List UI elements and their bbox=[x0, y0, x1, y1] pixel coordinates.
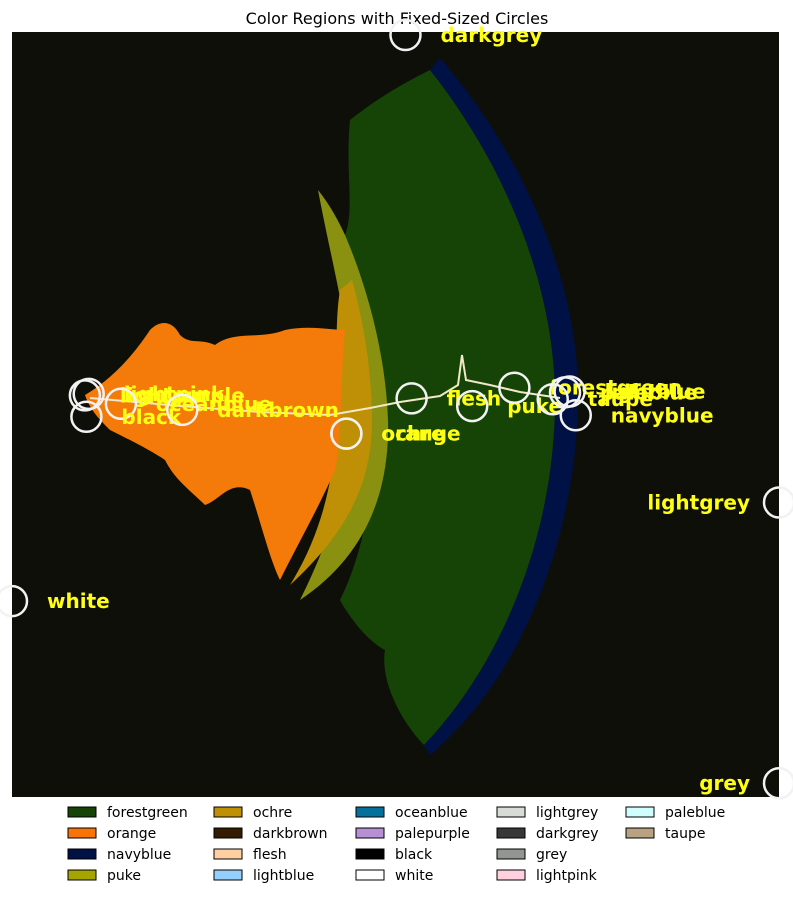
legend-swatch-paleblue bbox=[625, 806, 655, 818]
circle-label-grey: grey bbox=[699, 771, 750, 795]
legend-swatch-puke bbox=[67, 869, 97, 881]
region-navyblue bbox=[424, 58, 579, 755]
legend-label-flesh: flesh bbox=[253, 847, 287, 863]
legend-label-ochre: ochre bbox=[253, 805, 292, 821]
circle-label-lightblue: lightblue bbox=[605, 380, 706, 404]
circle-marker-white bbox=[0, 584, 29, 618]
circle-marker-oceanblue bbox=[104, 387, 138, 421]
legend-swatch-forestgreen bbox=[67, 806, 97, 818]
circle-marker-puke bbox=[455, 389, 489, 423]
legend-entry-lightblue: lightblue bbox=[213, 868, 314, 884]
circle-label-lightpink: lightpink bbox=[124, 382, 225, 406]
legend-swatch-taupe bbox=[625, 827, 655, 839]
legend-entry-orange: orange bbox=[67, 826, 156, 842]
legend-label-lightblue: lightblue bbox=[253, 868, 314, 884]
region-orange bbox=[85, 323, 345, 580]
legend-label-lightgrey: lightgrey bbox=[536, 805, 598, 821]
legend-swatch-lightgrey bbox=[496, 806, 526, 818]
legend-swatch-navyblue bbox=[67, 848, 97, 860]
legend-entry-puke: puke bbox=[67, 868, 141, 884]
legend-swatch-darkgrey bbox=[496, 827, 526, 839]
circle-marker-lightpink bbox=[72, 377, 105, 411]
legend-label-navyblue: navyblue bbox=[107, 847, 171, 863]
legend-swatch-oceanblue bbox=[355, 806, 385, 818]
legend-entry-forestgreen: forestgreen bbox=[67, 805, 188, 821]
legend-entry-navyblue: navyblue bbox=[67, 847, 171, 863]
legend-label-grey: grey bbox=[536, 847, 567, 863]
color-regions bbox=[85, 58, 579, 755]
legend-entry-paleblue: paleblue bbox=[625, 805, 725, 821]
legend-swatch-palepurple bbox=[355, 827, 385, 839]
legend-entry-ochre: ochre bbox=[213, 805, 292, 821]
circle-marker-taupe bbox=[536, 382, 569, 416]
legend-entry-flesh: flesh bbox=[213, 847, 287, 863]
legend-swatch-lightblue bbox=[213, 869, 243, 881]
legend-swatch-orange bbox=[67, 827, 97, 839]
circle-label-taupe: taupe bbox=[588, 387, 653, 411]
legend-entry-palepurple: palepurple bbox=[355, 826, 470, 842]
legend-swatch-lightpink bbox=[496, 869, 526, 881]
region-trace bbox=[89, 354, 561, 417]
legend-entry-lightpink: lightpink bbox=[496, 868, 598, 884]
legend: forestgreen orange navyblue puke ochre darkbr… bbox=[52, 801, 747, 893]
legend-entry-black: black bbox=[355, 847, 433, 863]
plot-area: darkgreylightgreywhitegreylightpurplelig… bbox=[0, 18, 793, 800]
circle-marker-grey bbox=[762, 766, 793, 800]
region-ochre bbox=[290, 280, 372, 585]
legend-entry-darkgrey: darkgrey bbox=[496, 826, 599, 842]
legend-swatch-black bbox=[355, 848, 385, 860]
legend-entry-taupe: taupe bbox=[625, 826, 705, 842]
circle-marker-ochre bbox=[330, 417, 363, 450]
legend-label-orange: orange bbox=[107, 826, 156, 842]
legend-entry-white: white bbox=[355, 868, 433, 884]
circle-label-paleblue: paleblue bbox=[600, 380, 697, 404]
circle-marker-darkgrey bbox=[389, 18, 422, 52]
circle-marker-forestgreen bbox=[498, 371, 531, 404]
legend-label-taupe: taupe bbox=[665, 826, 705, 842]
legend-swatch-grey bbox=[496, 848, 526, 860]
legend-label-white: white bbox=[395, 868, 433, 884]
circle-label-lightgrey: lightgrey bbox=[647, 490, 750, 514]
legend-entry-oceanblue: oceanblue bbox=[355, 805, 468, 821]
legend-entry-grey: grey bbox=[496, 847, 567, 863]
legend-swatch-ochre bbox=[213, 806, 243, 818]
legend-swatch-white bbox=[355, 869, 385, 881]
chart-title: Color Regions with Fixed-Sized Circles bbox=[246, 9, 549, 28]
legend-label-lightpink: lightpink bbox=[536, 868, 598, 884]
circle-label-darkbrown: darkbrown bbox=[217, 398, 339, 422]
circle-label-ochre: ochre bbox=[381, 422, 444, 446]
legend-label-puke: puke bbox=[107, 868, 141, 884]
circle-label-black: black bbox=[121, 405, 182, 429]
circle-marker-flesh bbox=[395, 382, 428, 415]
circle-marker-lightblue bbox=[553, 375, 586, 408]
legend-label-darkgrey: darkgrey bbox=[536, 826, 599, 842]
circle-marker-black bbox=[70, 400, 103, 434]
circle-label-white: white bbox=[47, 589, 110, 613]
region-puke bbox=[300, 190, 389, 600]
circle-label-darkgrey: darkgrey bbox=[440, 23, 542, 47]
circles-layer: darkgreylightgreywhitegreylightpurplelig… bbox=[0, 18, 793, 800]
legend-label-forestgreen: forestgreen bbox=[107, 805, 188, 821]
legend-label-oceanblue: oceanblue bbox=[395, 805, 468, 821]
legend-label-black: black bbox=[395, 847, 433, 863]
circle-marker-lightgrey bbox=[762, 486, 793, 519]
legend-label-paleblue: paleblue bbox=[665, 805, 725, 821]
legend-label-darkbrown: darkbrown bbox=[253, 826, 328, 842]
legend-entry-darkbrown: darkbrown bbox=[213, 826, 328, 842]
legend-swatch-flesh bbox=[213, 848, 243, 860]
legend-entry-lightgrey: lightgrey bbox=[496, 805, 598, 821]
legend-label-palepurple: palepurple bbox=[395, 826, 470, 842]
region-forestgreen bbox=[340, 70, 555, 745]
legend-swatch-darkbrown bbox=[213, 827, 243, 839]
circle-label-navyblue: navyblue bbox=[611, 403, 714, 427]
circle-label-orange: orange bbox=[381, 422, 460, 446]
circle-marker-navyblue bbox=[559, 399, 592, 432]
circle-marker-darkbrown bbox=[166, 393, 199, 427]
